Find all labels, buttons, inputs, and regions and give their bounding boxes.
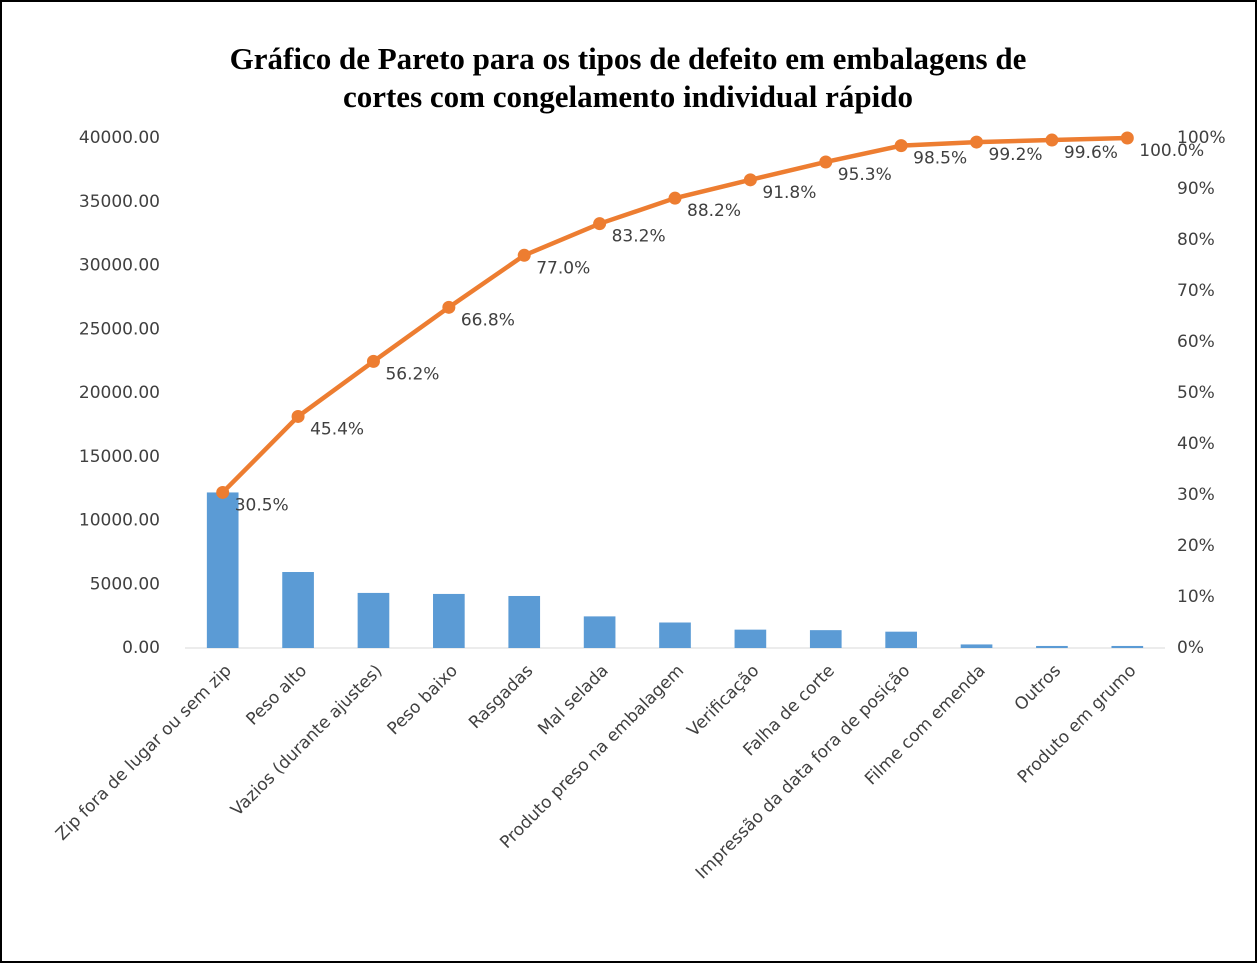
data-label: 99.6% [1064, 143, 1118, 163]
y2-tick-label: 20% [1177, 536, 1215, 556]
y2-tick-label: 0% [1177, 638, 1204, 658]
line-point [819, 155, 833, 169]
bar [659, 622, 691, 648]
bar [734, 629, 767, 648]
y2-tick-label: 90% [1177, 179, 1215, 199]
y2-tick-label: 50% [1177, 383, 1215, 403]
line-point [517, 248, 531, 262]
y2-tick-label: 70% [1177, 281, 1215, 301]
data-label: 100.0% [1139, 141, 1204, 161]
line-point [593, 217, 607, 231]
y2-tick-label: 30% [1177, 485, 1215, 505]
bar [282, 572, 314, 648]
data-label: 91.8% [762, 183, 816, 203]
y-tick-label: 25000.00 [79, 319, 160, 339]
line-point [1045, 133, 1059, 147]
bar [433, 593, 465, 648]
line-point [216, 485, 230, 499]
data-label: 95.3% [838, 165, 892, 185]
line-point [442, 300, 456, 314]
y-tick-label: 0.00 [122, 638, 160, 658]
chart-title: Gráfico de Pareto para os tipos de defei… [230, 41, 1027, 76]
bar [1111, 645, 1144, 648]
y2-tick-label: 10% [1177, 587, 1215, 607]
data-label: 88.2% [687, 201, 741, 221]
line-point [668, 191, 682, 205]
data-label: 83.2% [612, 227, 666, 247]
bar [809, 630, 842, 648]
line-point [1120, 131, 1134, 145]
line-point [291, 409, 305, 423]
bar [508, 595, 541, 648]
bar [1036, 645, 1068, 648]
data-label: 56.2% [385, 364, 439, 384]
y-tick-label: 15000.00 [79, 447, 160, 467]
y-tick-label: 30000.00 [79, 256, 160, 276]
y-tick-label: 10000.00 [79, 511, 160, 531]
data-label: 30.5% [235, 495, 289, 515]
bar [960, 644, 993, 648]
chart-title: cortes com congelamento individual rápid… [343, 79, 913, 114]
data-label: 77.0% [536, 258, 590, 278]
y2-tick-label: 40% [1177, 434, 1215, 454]
bar [583, 616, 616, 648]
y-tick-label: 40000.00 [79, 128, 160, 148]
bar [885, 631, 917, 648]
data-label: 45.4% [310, 419, 364, 439]
data-label: 98.5% [913, 149, 967, 169]
bar [357, 592, 390, 648]
y-tick-label: 20000.00 [79, 383, 160, 403]
y-tick-label: 5000.00 [90, 574, 160, 594]
line-point [970, 135, 984, 149]
line-point [743, 173, 757, 187]
y2-tick-label: 60% [1177, 332, 1215, 352]
bar [206, 492, 239, 648]
y2-tick-label: 80% [1177, 230, 1215, 250]
line-point [894, 139, 908, 153]
y-tick-label: 35000.00 [79, 192, 160, 212]
data-label: 66.8% [461, 310, 515, 330]
data-label: 99.2% [989, 145, 1043, 165]
y2-tick-label: 100% [1177, 128, 1226, 148]
line-point [366, 354, 380, 368]
